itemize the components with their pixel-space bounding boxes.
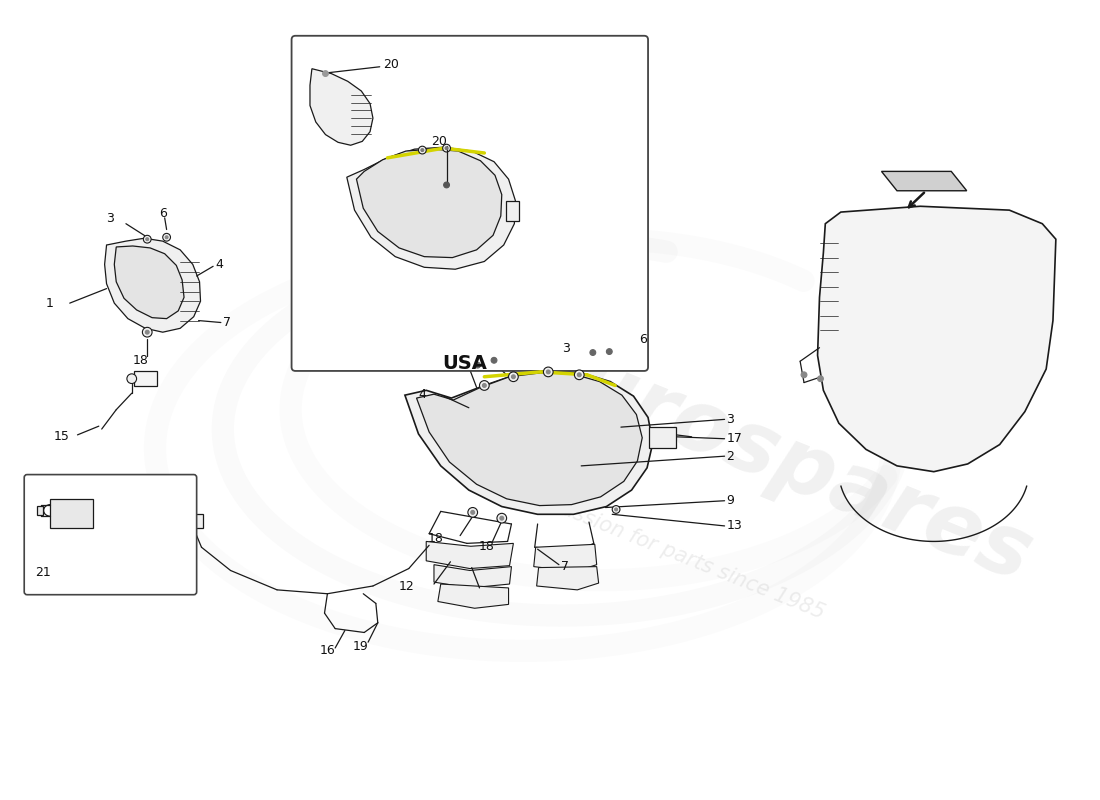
Polygon shape [104,238,200,332]
Circle shape [143,235,151,243]
Polygon shape [346,147,515,270]
Circle shape [578,373,581,377]
Circle shape [146,238,148,241]
Circle shape [177,516,187,526]
Bar [134,371,157,386]
Circle shape [483,383,486,387]
Circle shape [421,149,424,151]
Circle shape [497,514,507,523]
Circle shape [165,236,168,238]
Polygon shape [817,206,1056,472]
FancyBboxPatch shape [24,474,197,594]
Circle shape [446,146,448,150]
Text: 18: 18 [132,354,148,366]
Circle shape [574,370,584,380]
Bar [184,514,204,528]
Text: 12: 12 [399,581,415,594]
Text: 3: 3 [726,413,735,426]
Circle shape [499,516,504,520]
Circle shape [817,376,824,382]
Bar [649,427,676,449]
Text: 3: 3 [562,342,570,355]
Polygon shape [537,566,598,590]
Circle shape [126,374,136,383]
Circle shape [480,381,490,390]
Text: 7: 7 [223,316,231,329]
Circle shape [163,234,170,241]
Circle shape [443,182,450,188]
Text: 4: 4 [214,258,223,271]
Circle shape [512,375,515,378]
Polygon shape [114,246,184,318]
FancyBboxPatch shape [292,36,648,371]
Text: 7: 7 [561,560,569,573]
Text: 20: 20 [431,135,447,148]
Circle shape [471,510,475,514]
Circle shape [615,508,617,511]
Circle shape [468,507,477,518]
Polygon shape [310,69,373,146]
Polygon shape [405,371,653,514]
Text: a passion for parts since 1985: a passion for parts since 1985 [528,486,828,623]
Text: 19: 19 [352,639,368,653]
Polygon shape [417,373,642,506]
Text: 15: 15 [54,430,69,443]
Text: 1: 1 [45,297,53,310]
Text: 2: 2 [726,450,735,462]
Text: 6: 6 [158,206,167,219]
Polygon shape [438,584,508,608]
Circle shape [801,372,807,378]
Circle shape [322,70,329,77]
Circle shape [543,367,553,377]
Text: 18: 18 [478,540,494,553]
Text: 18: 18 [428,532,443,545]
Circle shape [613,506,620,514]
Text: 20: 20 [383,58,398,71]
Text: 13: 13 [726,519,742,533]
Polygon shape [356,149,502,258]
Text: USA: USA [442,354,487,373]
Circle shape [142,327,152,337]
Circle shape [418,146,426,154]
Circle shape [547,370,550,374]
Circle shape [145,330,150,334]
Text: 6: 6 [639,334,647,346]
Text: 17: 17 [726,432,742,446]
Text: 3: 3 [107,212,114,226]
Text: 9: 9 [726,494,735,507]
Circle shape [475,362,481,368]
Circle shape [491,358,497,363]
Text: 21: 21 [35,566,51,579]
Circle shape [442,144,450,152]
Text: Eurospares: Eurospares [507,318,1043,598]
Bar [51,499,94,528]
Text: 16: 16 [319,644,336,658]
Text: 4: 4 [418,388,426,401]
Circle shape [590,350,596,355]
Polygon shape [881,171,967,190]
Circle shape [606,349,613,354]
Polygon shape [434,565,512,588]
Circle shape [508,372,518,382]
Bar [36,506,43,515]
Bar [506,202,519,221]
Polygon shape [426,542,514,569]
Polygon shape [534,544,596,571]
